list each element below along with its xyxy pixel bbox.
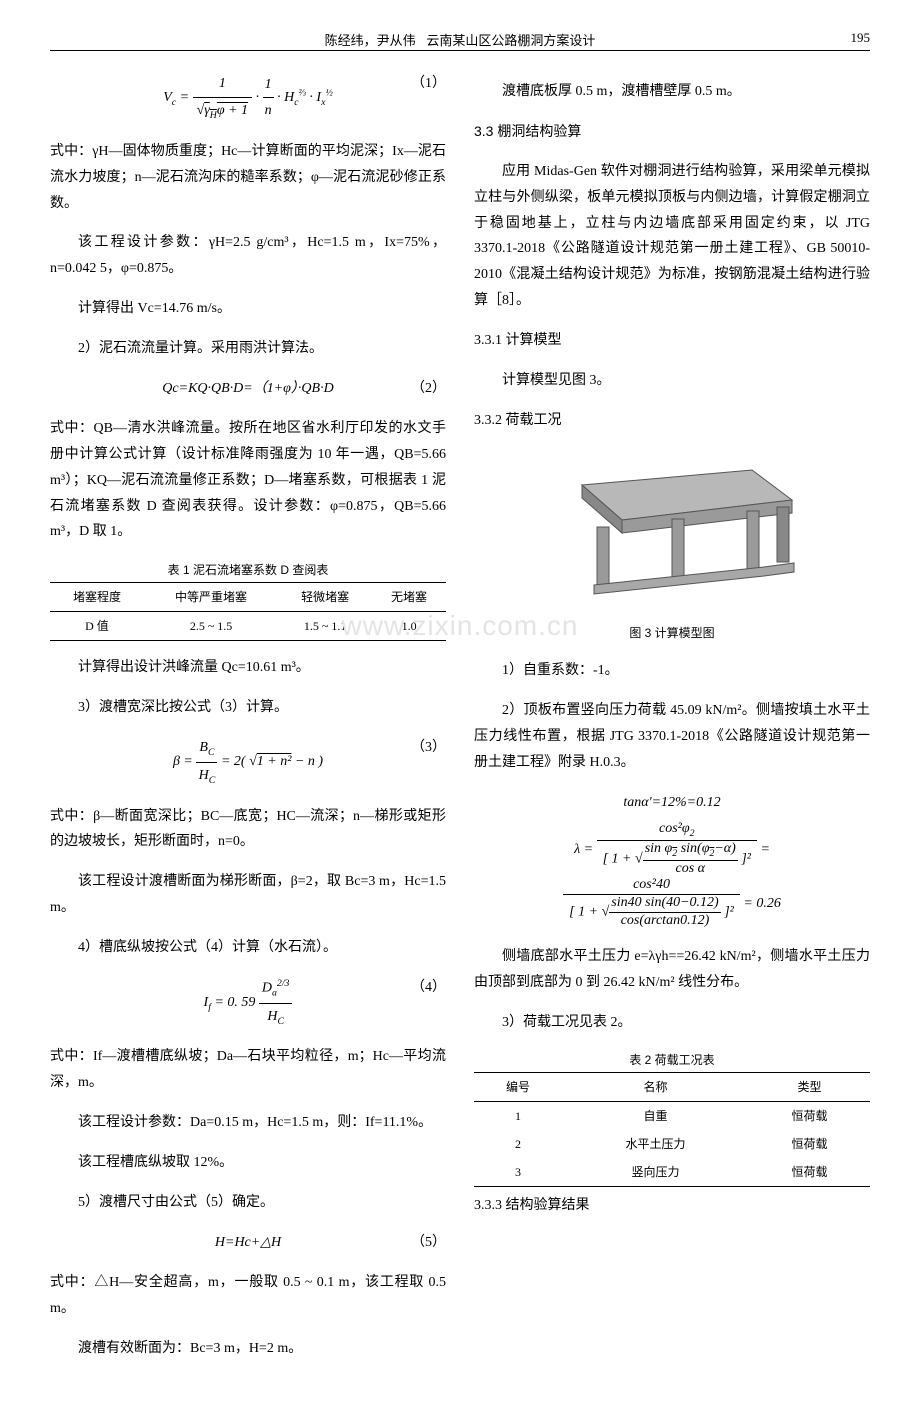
eq3-label: （3） [411,735,446,761]
left-p10: 4）槽底纵坡按公式（4）计算（水石流）。 [50,935,446,961]
t1-c2: 1.0 [372,611,446,640]
column-1 [597,527,609,585]
heading-3-3: 3.3 棚洞结构验算 [474,119,870,145]
t1-c1: 1.5 ~ 1.1 [278,611,372,640]
left-p8: 式中：β—断面宽深比；BC—底宽；HC—流深；n—梯形或矩形的边坡坡长，矩形断面… [50,804,446,856]
columns: Vc = 1 √γHφ + 1 · 1 n · Hc⅔ · Ix½ （1） 式中… [50,65,870,1375]
right-column: 渡槽底板厚 0.5 m，渡槽槽壁厚 0.5 m。 3.3 棚洞结构验算 应用 M… [474,65,870,1375]
right-p3: 计算模型见图 3。 [474,368,870,394]
column-3 [747,511,759,569]
t2-r2c0: 3 [474,1158,562,1187]
t1-h0: 堵塞程度 [50,582,144,611]
model-svg [542,445,802,615]
left-p14: 5）渡槽尺寸由公式（5）确定。 [50,1190,446,1216]
t2-h0: 编号 [474,1072,562,1101]
left-p5: 式中：QB—清水洪峰流量。按所在地区省水利厅印发的水文手册中计算公式计算（设计标… [50,416,446,545]
lambda-result: = 0.26 [743,896,780,911]
heading-3-3-1: 3.3.1 计算模型 [474,328,870,354]
eq-tan: tanα'=12%=0.12 [474,790,870,816]
left-p6: 计算得出设计洪峰流量 Qc=10.61 m³。 [50,655,446,681]
equation-3: β = BC HC = 2( √1 + n² − n ) （3） [50,735,446,790]
header-authors: 陈经纬，尹从伟 [325,33,416,48]
left-p13: 该工程槽底纵坡取 12%。 [50,1150,446,1176]
fig3-caption: 图 3 计算模型图 [474,622,870,644]
beam [594,563,794,594]
left-column: Vc = 1 √γHφ + 1 · 1 n · Hc⅔ · Ix½ （1） 式中… [50,65,446,1375]
left-p3: 计算得出 Vc=14.76 m/s。 [50,296,446,322]
table2: 编号 名称 类型 1 自重 恒荷载 2 水平土压力 恒荷载 3 竖向压力 [474,1072,870,1188]
running-header: 陈经纬，尹从伟 云南某山区公路棚洞方案设计 195 [50,30,870,51]
right-p4: 1）自重系数：-1。 [474,658,870,684]
t2-r1c1: 水平土压力 [562,1130,749,1158]
eq1-label: （1） [411,71,446,97]
t1-h2: 轻微堵塞 [278,582,372,611]
heading-3-3-2: 3.3.2 荷载工况 [474,408,870,434]
t2-r0c2: 恒荷载 [749,1101,870,1130]
equation-5: H=Hc+△H （5） [50,1230,446,1256]
right-p2: 应用 Midas-Gen 软件对棚洞进行结构验算，采用梁单元模拟立柱与外侧纵梁，… [474,159,870,314]
right-p1: 渡槽底板厚 0.5 m，渡槽槽壁厚 0.5 m。 [474,79,870,105]
header-center: 陈经纬，尹从伟 云南某山区公路棚洞方案设计 [325,30,596,49]
left-p12: 该工程设计参数：Da=0.15 m，Hc=1.5 m，则：If=11.1%。 [50,1110,446,1136]
equation-1: Vc = 1 √γHφ + 1 · 1 n · Hc⅔ · Ix½ （1） [50,71,446,125]
left-p11: 式中：If—渡槽槽底纵坡；Da—石块平均粒径，m；Hc—平均流深，m。 [50,1044,446,1096]
right-p7: 3）荷载工况见表 2。 [474,1010,870,1036]
t2-h2: 类型 [749,1072,870,1101]
t1-h3: 无堵塞 [372,582,446,611]
left-p9: 该工程设计渡槽断面为梯形断面，β=2，取 Bc=3 m，Hc=1.5 m。 [50,869,446,921]
t2-r1c0: 2 [474,1130,562,1158]
left-p4: 2）泥石流流量计算。采用雨洪计算法。 [50,336,446,362]
eq-lambda: λ = cos²φ2 [ 1 + √ sin φ2 sin(φ2−α) cos … [474,821,870,929]
header-page: 195 [851,30,871,46]
figure-3 [474,440,870,620]
t2-r0c1: 自重 [562,1101,749,1130]
left-p2: 该工程设计参数：γH=2.5 g/cm³，Hc=1.5 m，Ix=75%，n=0… [50,230,446,282]
t2-r2c2: 恒荷载 [749,1158,870,1187]
eq5-label: （5） [411,1230,446,1256]
t2-r0c0: 1 [474,1101,562,1130]
left-p16: 渡槽有效断面为：Bc=3 m，H=2 m。 [50,1336,446,1362]
equation-2: Qc=KQ·QB·D=（1+φ）·QB·D （2） [50,376,446,402]
t2-r2c1: 竖向压力 [562,1158,749,1187]
eq2-label: （2） [411,376,446,402]
left-p1: 式中：γH—固体物质重度；Hc—计算断面的平均泥深；Ix—泥石流水力坡度；n—泥… [50,139,446,217]
table1-caption: 表 1 泥石流堵塞系数 D 查阅表 [50,559,446,581]
page: 陈经纬，尹从伟 云南某山区公路棚洞方案设计 195 www.zixin.com.… [0,0,920,1405]
column-4 [777,507,789,562]
t1-rlabel: D 值 [50,611,144,640]
eq5-body: H=Hc+△H [215,1235,281,1250]
eq2-body: Qc=KQ·QB·D=（1+φ）·QB·D [162,381,333,396]
equation-4: If = 0. 59 Da2/3 HC （4） [50,975,446,1030]
t2-h1: 名称 [562,1072,749,1101]
t2-r1c2: 恒荷载 [749,1130,870,1158]
t1-c0: 2.5 ~ 1.5 [144,611,278,640]
left-p7: 3）渡槽宽深比按公式（3）计算。 [50,695,446,721]
t1-h1: 中等严重堵塞 [144,582,278,611]
right-p6: 侧墙底部水平土压力 e=λγh==26.42 kN/m²，侧墙水平土压力由顶部到… [474,944,870,996]
table1: 堵塞程度 中等严重堵塞 轻微堵塞 无堵塞 D 值 2.5 ~ 1.5 1.5 ~… [50,582,446,641]
right-p5: 2）顶板布置竖向压力荷载 45.09 kN/m²。侧墙按填土水平土压力线性布置，… [474,698,870,776]
eq4-label: （4） [411,975,446,1001]
left-p15: 式中：△H—安全超高，m，一般取 0.5 ~ 0.1 m，该工程取 0.5 m。 [50,1270,446,1322]
header-title: 云南某山区公路棚洞方案设计 [426,33,595,48]
table2-caption: 表 2 荷载工况表 [474,1049,870,1071]
heading-3-3-3: 3.3.3 结构验算结果 [474,1193,870,1219]
column-2 [672,519,684,581]
